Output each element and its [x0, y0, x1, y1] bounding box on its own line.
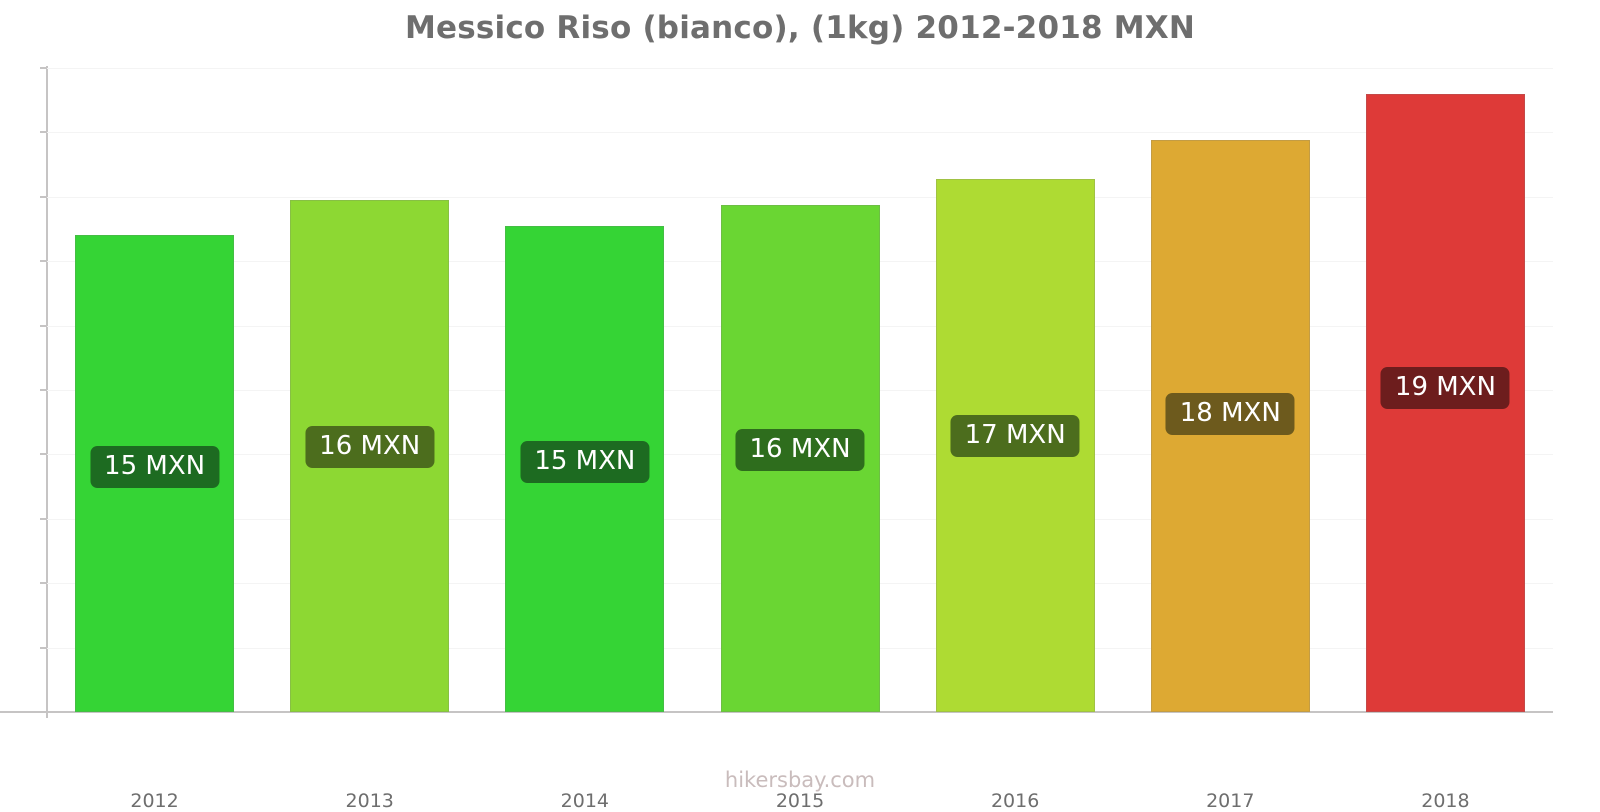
bar[interactable]: 15 MXN [505, 225, 665, 712]
y-tick-mark [40, 582, 47, 585]
bar[interactable]: 19 MXN [1365, 93, 1525, 712]
y-tick-mark [40, 67, 47, 69]
x-axis-line [0, 711, 1553, 713]
y-tick-mark [40, 324, 47, 327]
bar[interactable]: 17 MXN [935, 179, 1095, 712]
bar[interactable]: 16 MXN [290, 200, 450, 712]
x-tick-label: 2015 [775, 790, 825, 812]
bar-value-label: 16 MXN [305, 426, 435, 469]
x-tick-label: 2017 [1206, 790, 1255, 812]
y-tick-mark [40, 389, 47, 391]
gridline [47, 132, 1553, 134]
gridline [47, 68, 1553, 69]
x-tick-label: 2013 [345, 790, 394, 812]
gridline [47, 196, 1553, 198]
y-tick-mark [40, 711, 47, 713]
x-tick-label: 2018 [1421, 790, 1470, 812]
bar[interactable]: 15 MXN [75, 235, 235, 712]
y-tick-mark [40, 453, 47, 456]
y-tick-mark [40, 260, 47, 263]
bar-value-label: 15 MXN [90, 446, 220, 489]
bar-value-label: 17 MXN [950, 414, 1080, 457]
bar[interactable]: 18 MXN [1150, 140, 1310, 712]
y-tick-mark [40, 131, 47, 134]
bar-value-label: 18 MXN [1165, 392, 1295, 435]
bar-value-label: 15 MXN [520, 440, 650, 483]
x-tick-label: 2016 [990, 790, 1040, 812]
y-tick-mark [40, 646, 47, 649]
bar-value-label: 16 MXN [735, 429, 865, 471]
y-tick-mark [40, 195, 47, 198]
x-tick-label: 2014 [560, 790, 610, 812]
bar[interactable]: 16 MXN [720, 204, 880, 712]
chart-title: Messico Riso (bianco), (1kg) 2012-2018 M… [404, 10, 1196, 46]
y-axis-line [46, 66, 48, 718]
y-tick-mark [40, 517, 47, 520]
bar-value-label: 19 MXN [1380, 366, 1510, 409]
x-tick-label: 2012 [130, 790, 179, 812]
footer-credit: hikersbay.com [724, 768, 876, 792]
